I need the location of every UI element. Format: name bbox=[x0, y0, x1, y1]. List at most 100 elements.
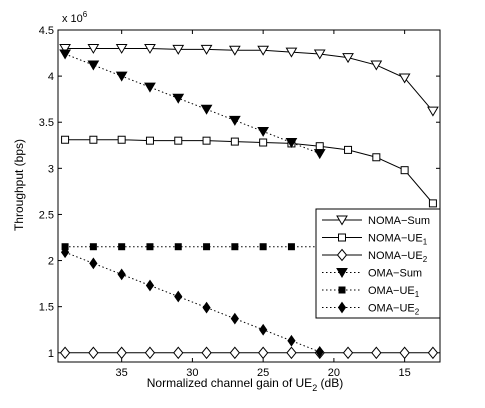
data-point bbox=[172, 44, 185, 55]
data-point bbox=[89, 135, 98, 144]
y-multiplier-exp: 6 bbox=[83, 10, 88, 19]
data-point bbox=[287, 334, 296, 347]
y-tick-label: 1 bbox=[48, 348, 54, 360]
series-5 bbox=[60, 246, 324, 358]
data-point bbox=[228, 45, 241, 56]
data-point bbox=[87, 60, 100, 71]
data-point bbox=[315, 345, 324, 358]
data-point bbox=[229, 346, 240, 360]
series-line bbox=[65, 47, 434, 112]
y-tick-label: 4.5 bbox=[39, 25, 54, 37]
x-tick-label: 25 bbox=[257, 367, 269, 379]
data-point bbox=[286, 346, 297, 360]
data-point bbox=[115, 71, 128, 82]
data-point bbox=[287, 243, 295, 251]
data-point bbox=[231, 243, 239, 251]
data-point bbox=[257, 45, 270, 56]
data-point bbox=[230, 137, 239, 146]
data-point bbox=[400, 166, 409, 175]
data-point bbox=[88, 346, 99, 360]
data-point bbox=[201, 346, 212, 360]
legend-marker bbox=[338, 233, 346, 242]
x-axis-label: Normalized channel gain of UE2 (dB) bbox=[147, 376, 343, 393]
data-point bbox=[61, 135, 70, 144]
data-point bbox=[174, 136, 183, 145]
legend-marker bbox=[337, 301, 347, 314]
data-point bbox=[118, 243, 126, 251]
data-point bbox=[89, 243, 97, 251]
y-axis-label: Throughput (bps) bbox=[12, 139, 26, 231]
x-axis-label-prefix: Normalized channel gain of UE bbox=[147, 376, 312, 390]
data-point bbox=[59, 43, 71, 54]
x-tick-label: 20 bbox=[328, 367, 340, 379]
data-point bbox=[202, 301, 211, 314]
data-point bbox=[87, 43, 100, 54]
y-tick-label: 1.5 bbox=[39, 302, 54, 314]
data-point bbox=[313, 149, 326, 160]
data-point bbox=[116, 346, 127, 360]
data-point bbox=[313, 49, 326, 60]
data-point bbox=[145, 136, 154, 145]
data-point bbox=[257, 126, 270, 137]
data-point bbox=[259, 323, 268, 336]
data-point bbox=[428, 199, 437, 208]
y-tick-label: 3.5 bbox=[39, 117, 54, 129]
data-point bbox=[115, 43, 128, 54]
data-point bbox=[285, 138, 298, 148]
data-point bbox=[342, 53, 354, 64]
x-tick-label: 15 bbox=[399, 367, 411, 379]
data-point bbox=[230, 312, 239, 325]
data-point bbox=[202, 136, 211, 145]
legend-box bbox=[315, 208, 441, 319]
y-tick-label: 4 bbox=[48, 71, 54, 83]
data-point bbox=[144, 346, 156, 360]
data-point bbox=[173, 346, 184, 360]
data-point bbox=[144, 82, 156, 93]
x-tick-label: 30 bbox=[186, 367, 198, 379]
y-tick-label: 2.5 bbox=[39, 209, 54, 221]
data-point bbox=[258, 346, 269, 360]
data-point bbox=[372, 153, 381, 162]
series-1 bbox=[61, 135, 437, 208]
data-point bbox=[427, 346, 439, 360]
series-line bbox=[64, 53, 320, 155]
y-tick-label: 3 bbox=[48, 163, 54, 175]
data-point bbox=[344, 145, 353, 154]
x-axis-label-suffix: (dB) bbox=[317, 376, 343, 390]
series-3 bbox=[59, 49, 326, 160]
legend-entry: OMA−UE2 bbox=[368, 303, 420, 317]
data-point bbox=[259, 138, 268, 147]
legend-entry: NOMA−UE1 bbox=[368, 233, 428, 247]
y-tick-label: 2 bbox=[48, 256, 54, 268]
y-multiplier-base: x 10 bbox=[62, 13, 83, 25]
data-point bbox=[371, 346, 382, 360]
data-point bbox=[228, 115, 241, 126]
data-point bbox=[174, 290, 183, 303]
data-point bbox=[59, 49, 71, 60]
data-point bbox=[117, 268, 126, 281]
data-point bbox=[285, 47, 298, 58]
data-point bbox=[145, 279, 155, 292]
data-point bbox=[427, 106, 439, 117]
legend-entry: NOMA−UE2 bbox=[368, 250, 428, 264]
legend-marker bbox=[336, 248, 348, 262]
series-line bbox=[65, 139, 434, 204]
x-tick-label: 35 bbox=[116, 367, 128, 379]
legend-marker bbox=[336, 215, 348, 226]
data-point bbox=[146, 243, 154, 251]
data-point bbox=[172, 93, 185, 104]
data-point bbox=[399, 346, 410, 360]
data-point bbox=[117, 135, 126, 144]
series-2 bbox=[59, 346, 439, 360]
series-line bbox=[64, 251, 320, 353]
data-point bbox=[60, 246, 70, 259]
legend-marker bbox=[338, 286, 346, 294]
legend-entry: OMA−UE1 bbox=[368, 285, 420, 299]
legend-marker bbox=[336, 268, 348, 278]
data-point bbox=[259, 243, 267, 251]
data-point bbox=[370, 60, 383, 71]
x-axis-label-sub: 2 bbox=[312, 383, 317, 393]
data-point bbox=[200, 104, 213, 115]
legend-entry: OMA−Sum bbox=[368, 268, 422, 280]
